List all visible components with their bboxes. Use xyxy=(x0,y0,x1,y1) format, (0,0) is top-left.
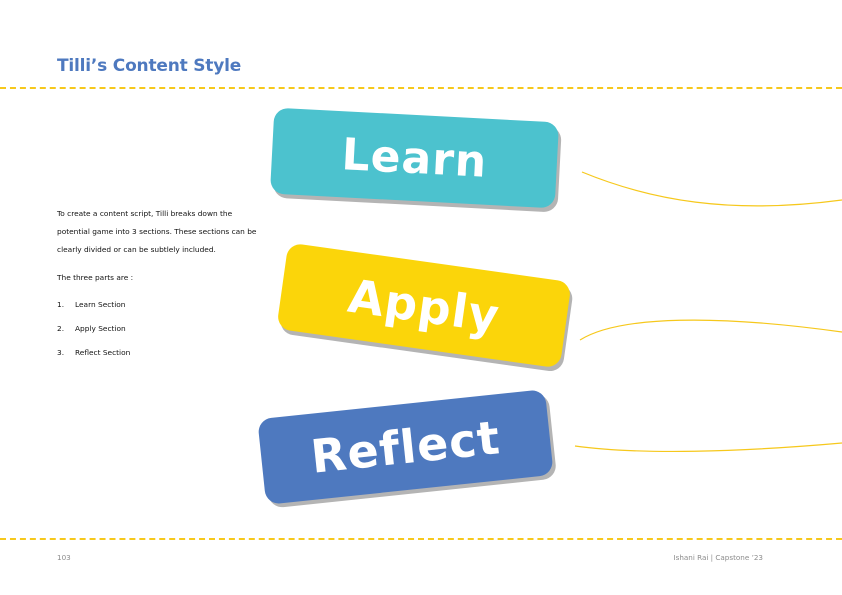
reflect-card-label: Reflect xyxy=(308,410,503,484)
apply-connector-curve xyxy=(579,319,842,341)
parts-heading: The three parts are : xyxy=(57,273,134,282)
page-number: 103 xyxy=(57,553,71,562)
learn-card: Learn xyxy=(269,107,560,209)
reflect-connector-curve xyxy=(574,442,842,453)
list-number: 2. xyxy=(57,324,65,333)
apply-card-label: Apply xyxy=(344,268,504,343)
bottom-divider xyxy=(0,538,842,540)
learn-card-label: Learn xyxy=(340,128,489,188)
page-title: Tilli’s Content Style xyxy=(57,56,242,76)
top-divider xyxy=(0,87,842,89)
list-number: 1. xyxy=(57,300,65,309)
list-number: 3. xyxy=(57,348,65,357)
list-label: Reflect Section xyxy=(75,348,131,357)
list-label: Learn Section xyxy=(75,300,126,309)
list-label: Apply Section xyxy=(75,324,126,333)
intro-paragraph: To create a content script, Tilli breaks… xyxy=(57,209,257,254)
learn-connector-curve xyxy=(581,171,842,207)
footer-author: Ishani Rai | Capstone ’23 xyxy=(673,553,763,562)
